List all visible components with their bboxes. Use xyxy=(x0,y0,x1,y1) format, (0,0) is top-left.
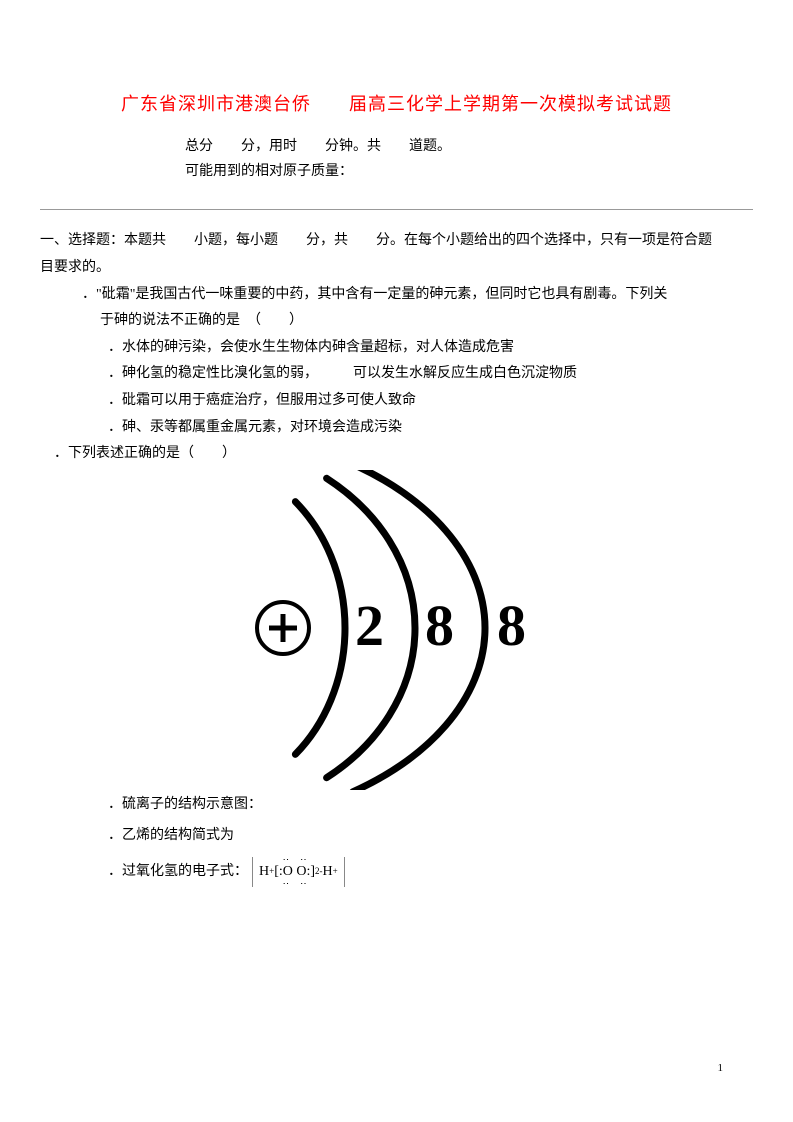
q1-option-c: ．砒霜可以用于癌症治疗，但服用过多可使人致命 xyxy=(68,388,703,415)
exam-info-line-2: 可能用到的相对原子质量： xyxy=(185,159,703,184)
page-number: 1 xyxy=(718,1062,724,1074)
electron-counts: 288 xyxy=(355,593,526,658)
q2-option-c: ．过氧化氢的电子式： H+[:O O:]2-H+ xyxy=(68,855,703,889)
q1-option-a: ．水体的砷污染，会使水生生物体内砷含量超标，对人体造成危害 xyxy=(68,335,703,362)
q2-option-b: ．乙烯的结构简式为 xyxy=(68,818,703,854)
svg-text:8: 8 xyxy=(497,593,526,658)
q2-option-c-text: ．过氧化氢的电子式： xyxy=(108,855,248,889)
question-1: ．"砒霜"是我国古代一味重要的中药，其中含有一定量的砷元素，但同时它也具有剧毒。… xyxy=(68,282,703,442)
divider xyxy=(40,209,753,210)
section-heading: 一、选择题：本题共 小题，每小题 分，共 分。在每个小题给出的四个选择中，只有一… xyxy=(40,228,713,281)
peroxide-electron-formula: H+[:O O:]2-H+ xyxy=(252,857,345,887)
svg-text:8: 8 xyxy=(425,593,454,658)
sulfur-ion-diagram: 288 xyxy=(225,470,545,790)
atom-structure-svg: 288 xyxy=(225,470,545,790)
q1-stem-line2: 于砷的说法不正确的是 （ ） xyxy=(68,308,703,335)
question-2-options: ．硫离子的结构示意图： ．乙烯的结构简式为 ．过氧化氢的电子式： H+[:O O… xyxy=(68,792,703,889)
question-2: ．下列表述正确的是（ ） xyxy=(68,441,703,468)
q2-option-a: ．硫离子的结构示意图： xyxy=(68,792,703,819)
exam-info-line-1: 总分 分，用时 分钟。共 道题。 xyxy=(185,134,703,159)
electron-shells xyxy=(295,470,485,790)
q1-option-d: ．砷、汞等都属重金属元素，对环境会造成污染 xyxy=(68,415,703,442)
page-title: 广东省深圳市港澳台侨 届高三化学上学期第一次模拟考试试题 xyxy=(90,90,703,116)
svg-text:2: 2 xyxy=(355,593,384,658)
q2-stem: ．下列表述正确的是（ ） xyxy=(40,441,703,468)
q1-option-b: ．砷化氢的稳定性比溴化氢的弱， 可以发生水解反应生成白色沉淀物质 xyxy=(68,361,703,388)
q1-stem-line1: ．"砒霜"是我国古代一味重要的中药，其中含有一定量的砷元素，但同时它也具有剧毒。… xyxy=(68,282,703,309)
